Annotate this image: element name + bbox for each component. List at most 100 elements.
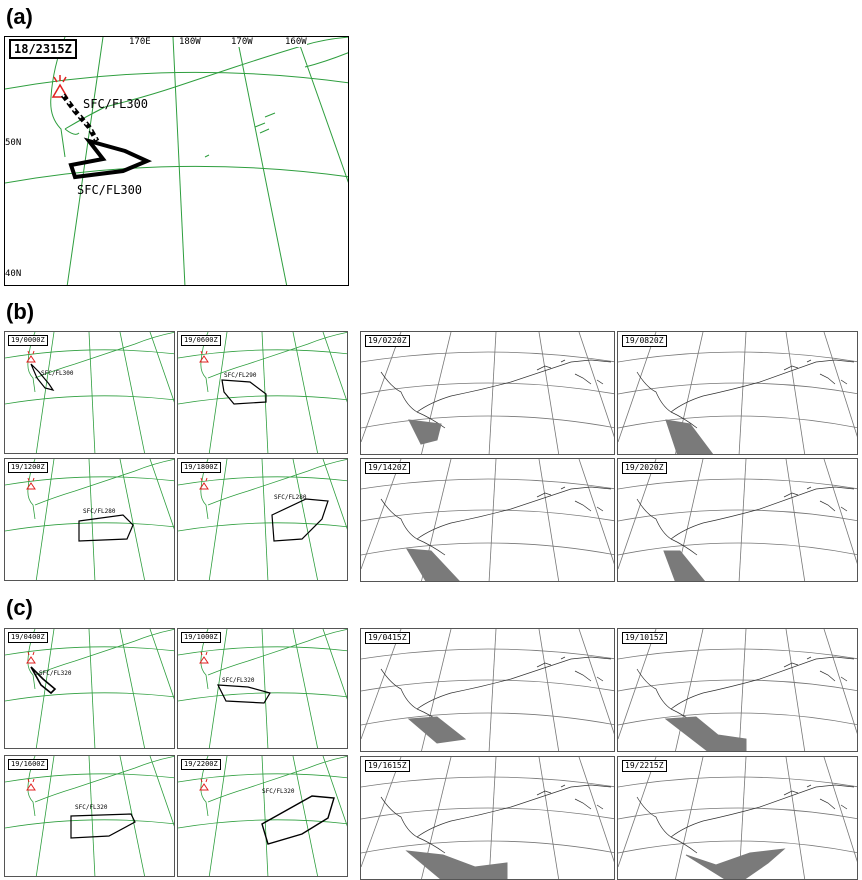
latitude-line	[618, 840, 857, 854]
coastline	[536, 486, 604, 512]
longitude-line	[35, 459, 55, 580]
latitude-line	[5, 819, 174, 829]
map-b-green-2-graphics	[5, 459, 174, 580]
latitude-line	[361, 679, 614, 692]
map-c-gray-0: 19/0415Z	[360, 628, 615, 752]
latitude-line	[618, 509, 857, 522]
latitude-line	[618, 648, 857, 660]
ash-polygon	[30, 666, 57, 695]
longitude-line	[296, 37, 348, 183]
latitude-line	[5, 522, 174, 532]
longitude-line	[149, 756, 174, 827]
map-b-green-0-graphics	[5, 332, 174, 453]
ash-polygon	[663, 550, 706, 581]
latitude-line	[5, 395, 174, 405]
layer-label: SFC/FL300	[77, 183, 143, 197]
latitude-line	[178, 522, 347, 532]
longitude-line	[208, 629, 228, 748]
longitude-line	[578, 332, 614, 438]
longitude-line	[88, 332, 96, 453]
coastline	[207, 756, 347, 803]
grid-label-lat: 50N	[5, 138, 22, 148]
map-b-gray-2-graphics	[361, 459, 614, 581]
layer-label: SFC/FL290	[224, 372, 257, 379]
grid-label-lon: 180W	[179, 37, 201, 47]
longitude-line	[578, 459, 614, 565]
panel-label-a: (a)	[6, 4, 33, 29]
map-b-gray-1: 19/0820Z	[617, 331, 858, 455]
coastline	[380, 486, 612, 556]
coastline	[636, 656, 855, 726]
longitude-line	[35, 332, 55, 453]
longitude-line	[738, 459, 747, 581]
time-label: 19/1800Z	[181, 462, 221, 473]
layer-label: SFC/FL320	[75, 804, 108, 811]
ash-polygon	[665, 419, 714, 454]
coastline	[380, 359, 612, 429]
map-b-gray-0: 19/0220Z	[360, 331, 615, 455]
ash-polygon	[271, 498, 329, 542]
coastline	[536, 784, 604, 810]
longitude-line	[35, 629, 55, 748]
latitude-line	[5, 71, 348, 90]
longitude-line	[208, 332, 228, 453]
latitude-line	[618, 478, 857, 490]
latitude-line	[178, 395, 347, 405]
longitude-line	[618, 332, 657, 443]
volcano-icon	[26, 477, 36, 490]
time-label: 19/0600Z	[181, 335, 221, 346]
longitude-line	[823, 629, 857, 735]
coastline	[34, 756, 174, 803]
latitude-line	[361, 776, 614, 788]
map-b-green-1-graphics	[178, 332, 347, 453]
longitude-line	[578, 757, 614, 863]
longitude-line	[488, 757, 497, 879]
longitude-line	[292, 459, 319, 580]
longitude-line	[35, 756, 55, 876]
time-label: 19/1615Z	[365, 760, 410, 772]
ash-polygon	[664, 716, 747, 751]
coastline	[34, 459, 174, 506]
latitude-line	[361, 509, 614, 522]
map-c-gray-3-graphics	[618, 757, 857, 879]
time-label: 19/0220Z	[365, 335, 410, 347]
longitude-line	[361, 459, 402, 570]
map-c-green-1: 19/1000Z SFC/FL320	[177, 628, 348, 749]
longitude-line	[322, 332, 347, 403]
layer-label: SFC/FL280	[83, 508, 116, 515]
coastline	[207, 629, 347, 676]
coastline	[204, 52, 348, 158]
latitude-line	[618, 776, 857, 788]
coastline	[783, 656, 848, 682]
coastline	[783, 359, 848, 385]
map-c-gray-2-graphics	[361, 757, 614, 879]
time-label: 19/0820Z	[622, 335, 667, 347]
map-b-gray-1-graphics	[618, 332, 857, 454]
time-label: 18/2315Z	[9, 39, 77, 59]
time-label: 19/1420Z	[365, 462, 410, 474]
coastline	[380, 784, 612, 854]
longitude-line	[538, 459, 560, 581]
longitude-line	[149, 629, 174, 700]
map-b-green-3-graphics	[178, 459, 347, 580]
time-label: 19/0415Z	[365, 632, 410, 644]
panel-label-b: (b)	[6, 299, 35, 324]
longitude-line	[88, 756, 96, 876]
longitude-line	[785, 757, 806, 879]
longitude-line	[172, 37, 186, 285]
map-b-gray-3-graphics	[618, 459, 857, 581]
map-c-green-1-graphics	[178, 629, 347, 748]
time-label: 19/0400Z	[8, 632, 48, 643]
latitude-line	[361, 648, 614, 660]
coastline	[783, 486, 848, 512]
map-c-gray-3: 19/2215Z	[617, 756, 858, 880]
volcano-icon	[26, 651, 36, 664]
layer-label: SFC/FL300	[41, 370, 74, 377]
longitude-line	[578, 629, 614, 735]
map-c-green-0: 19/0400Z SFC/FL320	[4, 628, 175, 749]
volcano-icon	[199, 477, 209, 490]
ash-forecast-short-inner	[62, 94, 98, 142]
ash-polygon	[685, 848, 786, 879]
coastline	[34, 332, 174, 379]
map-b-green-0: 19/0000Z SFC/FL300	[4, 331, 175, 454]
